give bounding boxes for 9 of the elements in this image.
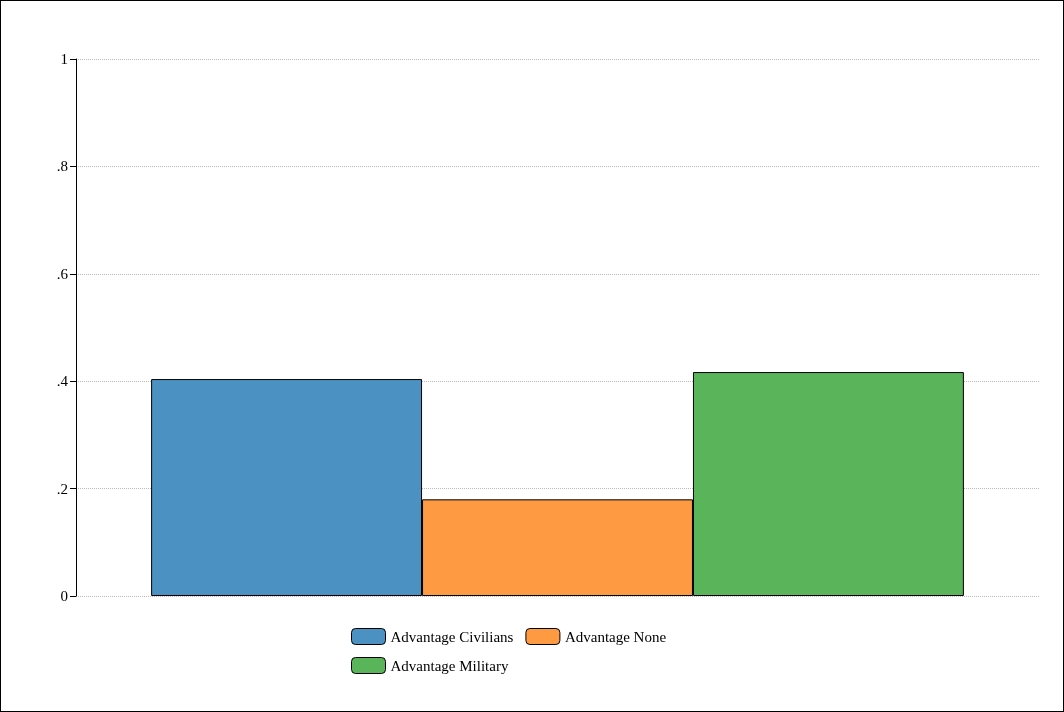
y-tick-label: .2 — [56, 480, 68, 497]
y-tick-label: .8 — [56, 158, 68, 175]
legend-label: Advantage Military — [390, 657, 509, 674]
legend-label: Advantage None — [564, 628, 667, 645]
y-tick-label: 1 — [60, 51, 68, 67]
y-tick-label: .4 — [56, 373, 69, 390]
y-tick-label: 0 — [60, 588, 68, 604]
y-tick-label: .6 — [56, 265, 69, 282]
legend-label: Advantage Civilians — [390, 628, 514, 645]
